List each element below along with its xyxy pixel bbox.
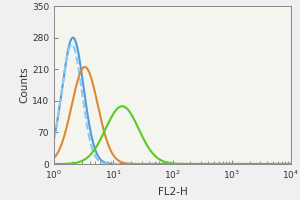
X-axis label: FL2-H: FL2-H	[158, 187, 188, 197]
Y-axis label: Counts: Counts	[19, 67, 29, 103]
